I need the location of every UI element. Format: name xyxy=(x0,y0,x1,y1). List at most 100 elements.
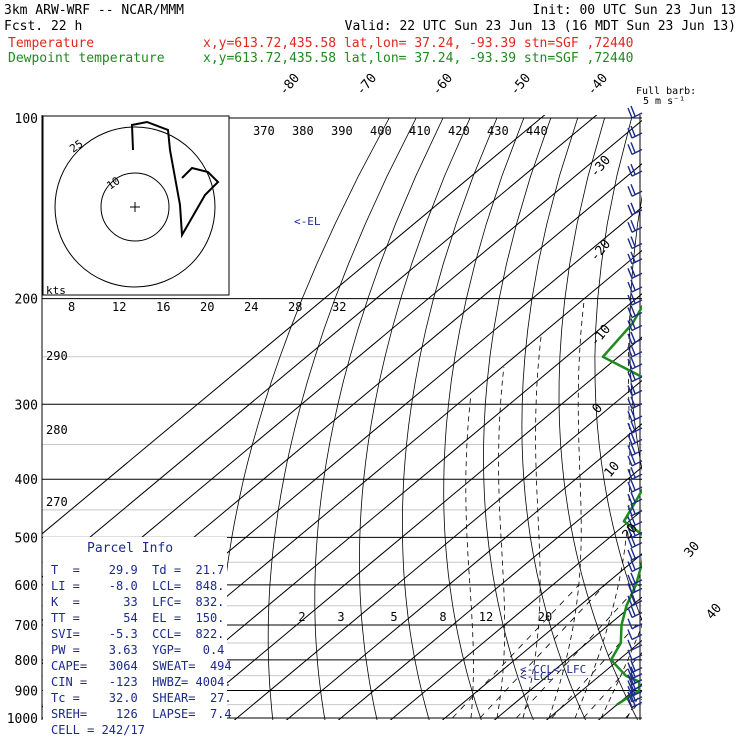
isotherm-label: -60 xyxy=(430,71,457,99)
mixing-ratio-label: 2 xyxy=(298,610,305,624)
wind-barb xyxy=(627,383,643,397)
mixing-ratio-label: 12 xyxy=(479,610,493,624)
wind-barb xyxy=(627,503,643,517)
dewpoint-line xyxy=(601,304,642,706)
profiles xyxy=(601,118,740,706)
wind-barb xyxy=(627,292,643,306)
moist-adiabat xyxy=(574,298,632,719)
wind-barbs xyxy=(627,105,643,708)
pressure-label: 100 xyxy=(15,112,38,127)
wind-legend-title: Full barb: xyxy=(636,86,696,97)
wind-barb xyxy=(627,649,643,661)
isotherm xyxy=(42,119,642,622)
wind-barb xyxy=(627,408,643,422)
pressure-label: 400 xyxy=(15,473,38,488)
moist-adiabat xyxy=(626,689,642,719)
dry-adiabat xyxy=(594,117,642,622)
dry-adiabat xyxy=(696,118,740,731)
isotherm xyxy=(42,115,598,578)
parcel-info-row: K = 33 LFC= 832. xyxy=(51,595,224,609)
isotherm-label: 40 xyxy=(704,601,726,623)
mixing-ratio-label: 5 xyxy=(390,610,397,624)
pressure-label: 300 xyxy=(15,398,38,413)
parcel-info-row: CAPE= 3064 SWEAT= 494 xyxy=(51,659,232,673)
wind-barb xyxy=(627,479,643,493)
mixing-ratio-line xyxy=(452,584,580,719)
isotherm xyxy=(129,293,642,720)
isotherm xyxy=(181,336,642,720)
wind-barb xyxy=(627,559,643,573)
parcel-info-row: SREH= 126 LAPSE= 7.4 xyxy=(51,707,232,721)
wind-barb xyxy=(627,618,643,630)
parcel-info-row: LI = -8.0 LCL= 848. xyxy=(51,579,224,593)
hodograph-ring xyxy=(54,126,216,288)
wind-barb xyxy=(627,491,643,505)
wind-legend-value: 5 m s⁻¹ xyxy=(643,96,685,107)
wind-barb xyxy=(627,125,643,139)
dewpoint-legend: Dewpoint temperature xyxy=(8,51,165,66)
isotherm xyxy=(638,105,740,731)
isotherm xyxy=(597,683,642,720)
moist-adiabat xyxy=(679,299,740,718)
hodograph-ring-label: 10 xyxy=(104,174,122,192)
hodograph-speed-label: 20 xyxy=(200,300,214,314)
pressure-label: 800 xyxy=(15,654,38,669)
forecast-hour: Fcst. 22 h xyxy=(4,19,82,34)
theta-label: 380 xyxy=(292,124,314,138)
theta-label: 400 xyxy=(370,124,392,138)
mixing-ratio-label: 8 xyxy=(439,610,446,624)
isotherm-label: -40 xyxy=(585,71,612,99)
wind-barb xyxy=(627,356,643,370)
mixing-ratio-line xyxy=(625,698,642,719)
isotherm-label: -80 xyxy=(277,71,304,99)
moist-adiabat xyxy=(653,299,740,718)
wind-barb xyxy=(627,105,643,119)
isotherm-label: 30 xyxy=(682,539,704,561)
wind-barb xyxy=(627,318,643,332)
parcel-info-row: TT = 54 EL = 150. xyxy=(51,611,224,625)
dry-adiabat xyxy=(267,117,417,720)
mixing-ratio-label: 20 xyxy=(538,610,552,624)
temperature-legend: Temperature xyxy=(8,36,94,51)
init-time: Init: 00 UTC Sun 23 Jun 13 xyxy=(533,3,737,18)
ccl-lfc-marker: <-CCL<-LFC xyxy=(520,663,586,676)
wind-barb xyxy=(627,344,643,358)
dry-adiabat xyxy=(443,117,525,720)
wind-barb xyxy=(627,432,643,446)
wind-barb xyxy=(627,183,643,197)
wind-barb xyxy=(627,279,643,293)
hodograph-speed-label: 8 xyxy=(68,300,75,314)
wind-barb xyxy=(627,219,643,233)
hodograph-ring-label: 25 xyxy=(67,137,85,155)
isotherm xyxy=(389,509,642,720)
wind-barb xyxy=(627,396,643,410)
theta-label-left: 280 xyxy=(46,423,68,437)
theta-label: 390 xyxy=(331,124,353,138)
model-title: 3km ARW-WRF -- NCAR/MMM xyxy=(4,3,184,18)
dry-adiabat xyxy=(558,117,639,720)
hodograph-ring xyxy=(100,172,170,242)
wind-barb xyxy=(627,466,643,480)
wind-barb xyxy=(627,514,643,528)
isotherm-label: -70 xyxy=(354,71,381,99)
temperature-location: x,y=613.72,435.58 lat,lon= 37.24, -93.39… xyxy=(203,36,633,51)
temperature-line xyxy=(657,118,740,705)
dry-adiabat xyxy=(521,117,586,720)
wind-barb xyxy=(627,251,643,265)
mixing-ratio-label: 3 xyxy=(337,610,344,624)
wind-barb xyxy=(627,695,643,708)
dry-adiabat xyxy=(629,194,642,472)
valid-time: Valid: 22 UTC Sun 23 Jun 13 (16 MDT Sun … xyxy=(345,19,736,34)
hodograph-speed-label: 28 xyxy=(288,300,302,314)
mixing-ratio-line xyxy=(583,652,642,719)
isotherm-label: -20 xyxy=(588,237,615,265)
hodograph-speed-label: 24 xyxy=(244,300,258,314)
theta-label: 410 xyxy=(409,124,431,138)
wind-barb xyxy=(627,443,643,457)
wind-barb xyxy=(627,142,643,156)
wind-barb xyxy=(627,266,643,279)
theta-label-left: 290 xyxy=(46,349,68,363)
isotherm-label: 10 xyxy=(602,459,624,481)
isotherm xyxy=(285,423,642,720)
dry-adiabat xyxy=(728,118,740,731)
